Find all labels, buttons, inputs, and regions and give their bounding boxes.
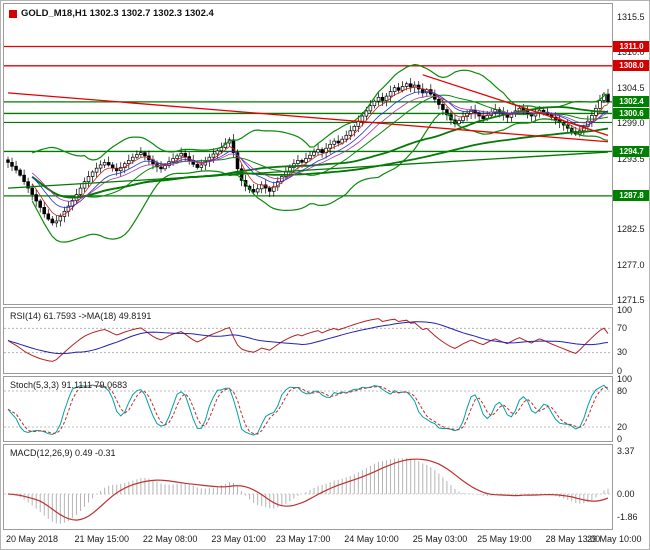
price-tag: 1311.0 [613, 40, 649, 52]
time-axis-label: 22 May 08:00 [142, 534, 198, 544]
price-tick: 1293.5 [617, 153, 645, 164]
price-tag: 1300.6 [613, 107, 649, 119]
price-tag: 1294.7 [613, 145, 649, 157]
price-tag: 1308.0 [613, 60, 649, 72]
rsi-panel: RSI(14) 61.7593 ->MA(18) 49.8191 100 70 30… [1, 304, 649, 376]
rsi-label: RSI(14) 61.7593 ->MA(18) 49.8191 [10, 311, 152, 321]
price-tick: 1315.5 [617, 12, 645, 23]
axis-tick: 70 [617, 322, 628, 333]
axis-tick: 0 [617, 365, 623, 376]
axis-tick: 0.00 [617, 488, 635, 499]
time-axis-label: 24 May 10:00 [344, 534, 399, 544]
symbol-marker-icon [9, 9, 17, 18]
time-axis-label: 21 May 15:00 [74, 534, 129, 544]
price-tick: 1310.0 [617, 47, 645, 58]
axis-tick: 100 [617, 304, 633, 315]
stoch-label: Stoch(5,3,3) 91.1111 79.0683 [10, 380, 128, 390]
chart-title: GOLD_M18,H1 1302.3 1302.7 1302.3 1302.4 [9, 8, 214, 19]
stoch-panel: Stoch(5,3,3) 91.1111 79.0683 100 80 20 0 [1, 373, 649, 444]
axis-tick: 0 [617, 433, 623, 444]
rsi-plot[interactable]: RSI(14) 61.7593 ->MA(18) 49.8191 [3, 307, 613, 374]
axis-tick: 20 [617, 421, 628, 432]
price-tick: 1299.0 [617, 118, 645, 129]
axis-tick: 3.37 [617, 445, 635, 456]
macd-plot[interactable]: MACD(12,26,9) 0.49 -0.31 [3, 444, 613, 530]
time-axis[interactable]: 20 May 2018 21 May 15:00 22 May 08:00 23 Ma… [1, 532, 649, 549]
price-tag: 1302.4 [613, 96, 649, 108]
main-chart-plot[interactable]: GOLD_M18,H1 1302.3 1302.7 1302.3 1302.4 [3, 3, 613, 305]
time-axis-label: 23 May 17:00 [275, 534, 331, 544]
macd-label: MACD(12,26,9) 0.49 -0.31 [10, 448, 116, 458]
main-chart-panel: GOLD_M18,H1 1302.3 1302.7 1302.3 1302.4 … [1, 3, 649, 306]
axis-tick: -1.86 [617, 512, 638, 523]
time-axis-label: 28 May 13:00 [545, 534, 601, 544]
time-axis-label: 25 May 03:00 [412, 534, 468, 544]
axis-tick: 100 [617, 373, 633, 384]
symbol-ohlc-label: GOLD_M18,H1 1302.3 1302.7 1302.3 1302.4 [21, 8, 214, 19]
price-tick: 1282.5 [617, 224, 645, 235]
axis-tick: 80 [617, 385, 628, 396]
macd-panel: MACD(12,26,9) 0.49 -0.31 3.37 0.00 -1.86 [1, 444, 649, 530]
price-tag: 1287.8 [613, 190, 649, 202]
price-tick: 1277.0 [617, 259, 645, 270]
time-axis-label: 23 May 01:00 [211, 534, 266, 544]
price-tick: 1304.5 [617, 82, 645, 93]
time-axis-label: 29 May 10:00 [587, 534, 642, 544]
price-tick: 1271.5 [617, 295, 645, 306]
axis-tick: 30 [617, 347, 628, 358]
stoch-plot[interactable]: Stoch(5,3,3) 91.1111 79.0683 [3, 376, 613, 442]
time-axis-label: 20 May 2018 [6, 534, 59, 544]
time-axis-label: 25 May 19:00 [477, 534, 532, 544]
